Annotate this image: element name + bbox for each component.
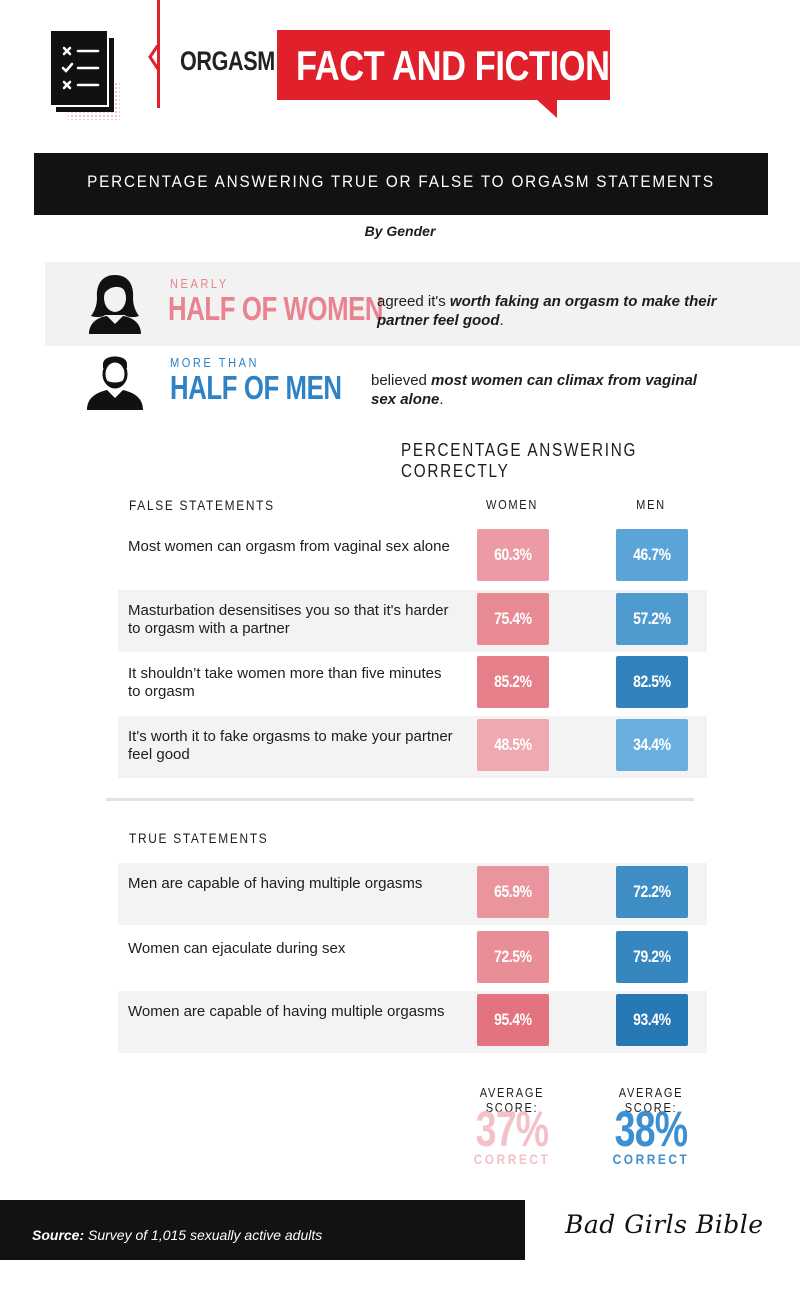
men-value-cell: 79.2% [616, 931, 688, 983]
women-value-label: 85.2% [494, 672, 532, 691]
men-value-cell: 34.4% [616, 719, 688, 771]
women-value-label: 95.4% [494, 1010, 532, 1029]
table-row [118, 716, 707, 778]
statement-label: It's worth it to fake orgasms to make yo… [128, 728, 453, 763]
group-header-false: FALSE STATEMENTS [129, 497, 275, 513]
women-value-cell: 75.4% [477, 593, 549, 645]
page-title: FACT AND FICTION [296, 42, 610, 89]
men-highlight-description: believed most women can climax from vagi… [371, 372, 697, 408]
column-header-men: MEN [636, 497, 666, 512]
brand-logo: Bad Girls Bible [565, 1210, 764, 1239]
group-divider [106, 798, 694, 801]
divider-notch [148, 44, 164, 76]
group-header-true: TRUE STATEMENTS [129, 830, 269, 846]
women-average-score: 37% [475, 1101, 550, 1157]
men-value-cell: 46.7% [616, 529, 688, 581]
men-value-label: 46.7% [633, 545, 671, 564]
speech-bubble-tail [535, 98, 557, 118]
men-value-label: 93.4% [633, 1010, 671, 1029]
women-value-label: 65.9% [494, 882, 532, 901]
women-value-label: 75.4% [494, 609, 532, 628]
chart-title: PERCENTAGE ANSWERING CORRECTLY [401, 440, 638, 481]
banner-title: PERCENTAGE ANSWERING TRUE OR FALSE TO OR… [87, 172, 715, 191]
men-value-cell: 82.5% [616, 656, 688, 708]
men-average-score: 38% [614, 1101, 689, 1157]
statement-label: Most women can orgasm from vaginal sex a… [128, 538, 450, 555]
women-value-cell: 95.4% [477, 994, 549, 1046]
women-highlight-panel [45, 262, 800, 346]
men-value-cell: 93.4% [616, 994, 688, 1046]
statement-label: Men are capable of having multiple orgas… [128, 875, 423, 892]
women-value-cell: 60.3% [477, 529, 549, 581]
men-value-label: 57.2% [633, 609, 671, 628]
women-average-correct: CORRECT [473, 1151, 551, 1167]
women-value-label: 60.3% [494, 545, 532, 564]
men-value-cell: 57.2% [616, 593, 688, 645]
header-divider [157, 0, 160, 108]
table-row [118, 863, 707, 925]
women-highlight-qualifier: NEARLY [170, 276, 229, 291]
table-row [118, 991, 707, 1053]
man-avatar-icon [85, 350, 145, 415]
footer-bar [0, 1200, 525, 1260]
statement-label: Women can ejaculate during sex [128, 940, 346, 957]
statement-label: Women are capable of having multiple org… [128, 1003, 445, 1020]
statement-label: It shouldn’t take women more than five m… [128, 665, 442, 700]
men-highlight-qualifier: MORE THAN [170, 355, 260, 370]
women-value-label: 72.5% [494, 947, 532, 966]
women-value-cell: 72.5% [477, 931, 549, 983]
woman-avatar-icon [85, 272, 145, 339]
title-speech-bubble [277, 30, 610, 100]
statement-label: Masturbation desensitises you so that it… [128, 602, 449, 637]
source-note: Source: Survey of 1,015 sexually active … [32, 1227, 323, 1243]
women-highlight-description: agreed it's worth faking an orgasm to ma… [377, 293, 717, 329]
men-value-label: 72.2% [633, 882, 671, 901]
checklist-icon [49, 29, 125, 125]
banner-subtitle: By Gender [364, 223, 436, 239]
column-header-women: WOMEN [485, 497, 539, 512]
women-average-label: AVERAGE SCORE: [479, 1085, 545, 1115]
women-value-cell: 85.2% [477, 656, 549, 708]
men-value-label: 82.5% [633, 672, 671, 691]
men-average-correct: CORRECT [612, 1151, 690, 1167]
women-value-cell: 48.5% [477, 719, 549, 771]
men-value-cell: 72.2% [616, 866, 688, 918]
men-value-label: 79.2% [633, 947, 671, 966]
table-row [118, 590, 707, 652]
women-value-label: 48.5% [494, 735, 532, 754]
header-prefix: ORGASM [180, 46, 275, 76]
men-average-label: AVERAGE SCORE: [618, 1085, 684, 1115]
men-highlight-headline: HALF OF MEN [170, 369, 342, 406]
men-value-label: 34.4% [633, 735, 671, 754]
banner-bar [34, 153, 768, 215]
women-value-cell: 65.9% [477, 866, 549, 918]
women-highlight-headline: HALF OF WOMEN [168, 290, 384, 327]
